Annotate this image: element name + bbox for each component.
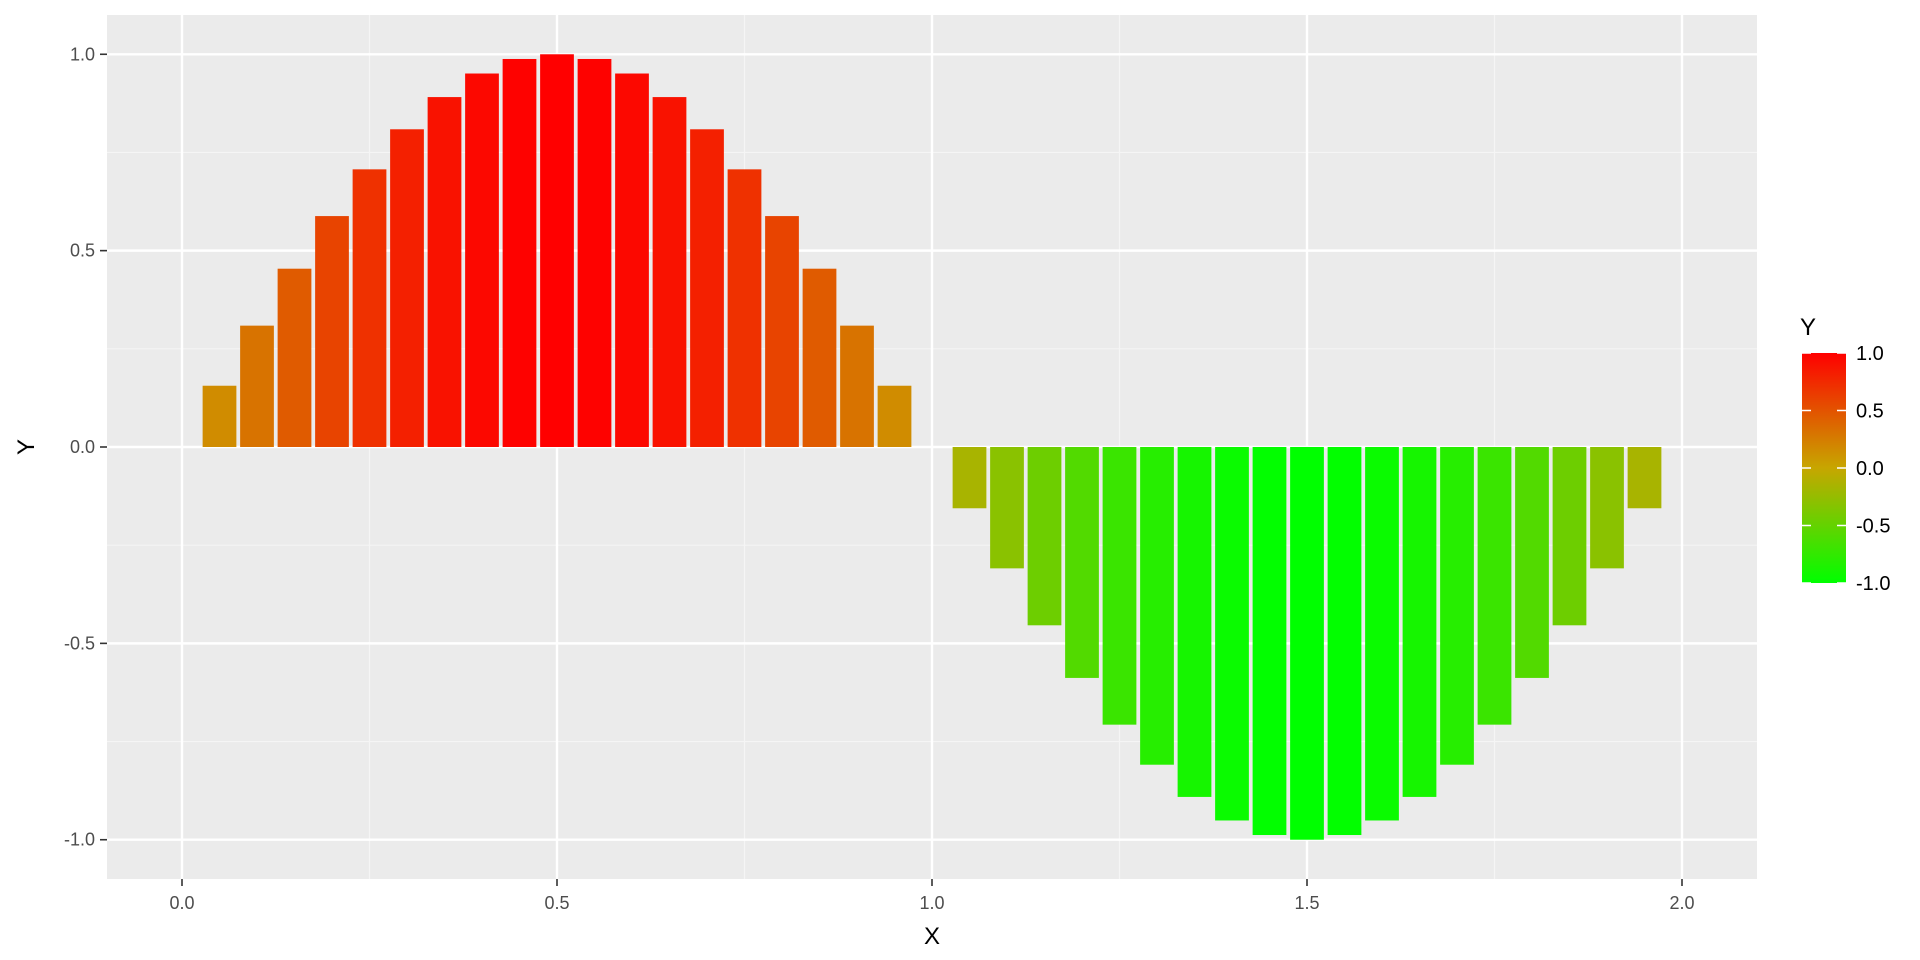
bar (1440, 447, 1474, 765)
bar (1552, 447, 1587, 626)
x-tick-label: 1.0 (919, 893, 944, 913)
legend-label: 0.5 (1856, 401, 1884, 423)
bar (1402, 447, 1437, 797)
bar (840, 325, 874, 447)
x-tick-label: 0.0 (169, 893, 194, 913)
y-axis-title: Y (13, 439, 40, 455)
legend-label: 0.0 (1856, 458, 1884, 480)
y-tick-label: 0.5 (70, 241, 95, 261)
legend: Y 1.0 0.5 0.0 -0.5 -1.0 (1800, 314, 1890, 595)
bar (1365, 447, 1399, 821)
bar (1627, 447, 1662, 509)
y-tick-label: -0.5 (64, 633, 95, 653)
y-tick-label: 0.0 (70, 437, 95, 457)
bar (465, 73, 499, 448)
bars (202, 54, 1662, 840)
legend-title: Y (1800, 314, 1816, 341)
x-axis: 0.0 0.5 1.0 1.5 2.0 (169, 879, 1695, 913)
bar (1515, 447, 1549, 678)
bar (427, 97, 462, 447)
y-tick-label: 1.0 (70, 44, 95, 64)
bar (990, 447, 1024, 569)
x-tick-label: 0.5 (544, 893, 569, 913)
bar (315, 216, 349, 447)
x-tick-label: 2.0 (1669, 893, 1694, 913)
bar (1065, 447, 1099, 678)
bar (1477, 447, 1512, 725)
bar (727, 169, 762, 448)
bar (652, 97, 687, 447)
bar (1102, 447, 1137, 725)
bar (1215, 447, 1249, 821)
bar (765, 216, 799, 447)
bar (1140, 447, 1174, 765)
x-tick-label: 1.5 (1294, 893, 1319, 913)
bar (1027, 447, 1062, 626)
bar (1290, 447, 1324, 840)
bar (352, 169, 387, 448)
bar (390, 129, 424, 447)
y-tick-label: -1.0 (64, 830, 95, 850)
bar (540, 54, 574, 447)
bar (240, 325, 274, 447)
legend-label: -0.5 (1856, 516, 1890, 538)
legend-ticks: 1.0 0.5 0.0 -0.5 -1.0 (1802, 343, 1890, 595)
bar (1177, 447, 1212, 797)
legend-label: -1.0 (1856, 573, 1890, 595)
legend-label: 1.0 (1856, 343, 1884, 365)
bar (802, 268, 837, 447)
y-axis: -1.0 -0.5 0.0 0.5 1.0 (64, 44, 107, 850)
bar (1590, 447, 1624, 569)
bar (577, 58, 612, 448)
bar (615, 73, 649, 448)
bar (277, 268, 312, 447)
bar (202, 385, 237, 447)
bar (690, 129, 724, 447)
bar (877, 385, 912, 447)
bar (1327, 447, 1362, 836)
bar (1252, 447, 1287, 836)
x-axis-title: X (924, 923, 940, 950)
bar (502, 58, 537, 448)
bar (952, 447, 987, 509)
